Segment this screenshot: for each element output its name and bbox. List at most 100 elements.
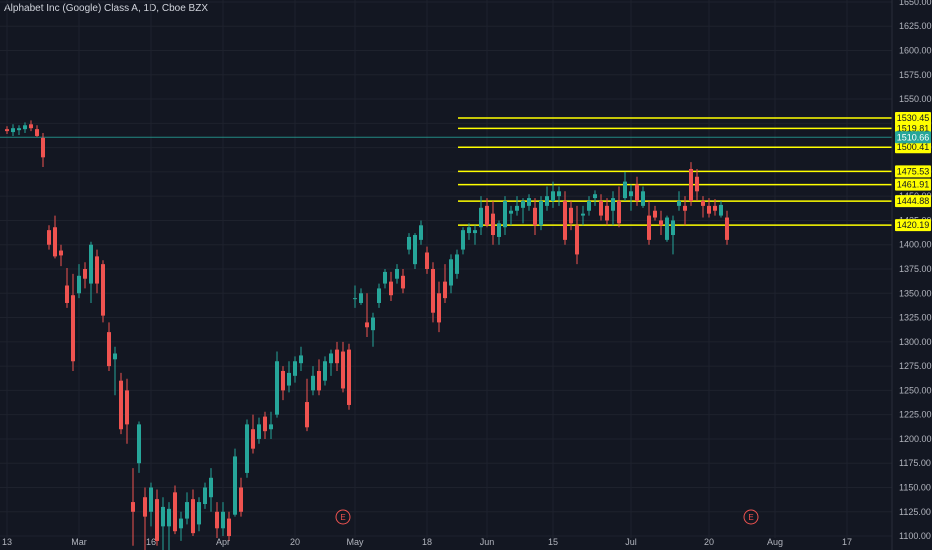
candle-down [575,205,579,265]
candle-body [29,124,33,129]
candle-down [95,249,99,294]
candle-body [215,511,219,529]
candle-up [293,356,297,383]
candle-body [563,201,567,240]
candle-body [419,225,423,240]
candle-up [275,351,279,418]
candle-down [251,414,255,454]
candle-body [641,191,645,206]
y-tick-label: 1600.00 [899,45,932,55]
candle-up [245,419,249,478]
candle-up [419,220,423,245]
candle-body [269,424,273,430]
candle-down [437,281,441,333]
y-tick-label: 1375.00 [899,264,932,274]
level-badge [895,219,931,232]
candle-body [233,456,237,515]
candle-body [713,205,717,211]
candle-up [503,196,507,236]
candle-up [161,497,165,550]
x-tick-label: 15 [548,537,558,547]
candle-body [455,254,459,274]
candle-up [113,346,117,396]
candle-body [605,205,609,221]
candle-body [311,375,315,391]
candle-body [119,380,123,430]
candle-up [377,283,381,308]
candle-body [17,128,21,131]
x-tick-label: 17 [842,537,852,547]
y-tick-label: 1400.00 [899,240,932,250]
candle-body [143,497,147,517]
candle-up [407,233,411,255]
candle-up [209,468,213,512]
candle-body [569,207,573,224]
candle-body [155,499,159,541]
candle-down [143,487,147,550]
candle-down [431,262,435,323]
last-price-label: 1510.66 [897,132,930,142]
candle-body [521,201,525,208]
candle-up [77,264,81,299]
level-label: 1500.41 [897,142,930,152]
candle-body [683,205,687,211]
candle-down [41,133,45,168]
candle-up [593,190,597,206]
candle-body [665,217,669,240]
candle-down [617,186,621,228]
candle-body [653,210,657,218]
candle-body [371,317,375,331]
level-label: 1420.19 [897,220,930,230]
candle-body [197,502,201,525]
candle-up [137,421,141,473]
x-tick-label: Apr [216,537,230,547]
candle-body [557,191,561,197]
candle-body [347,349,351,405]
candle-body [251,429,255,449]
candle-down [281,366,285,401]
chart-title: Alphabet Inc (Google) Class A, 1D, Cboe … [4,3,208,14]
candle-body [467,227,471,234]
candle-down [647,201,651,245]
candle-up [371,312,375,347]
candle-up [557,186,561,206]
candle-body [125,390,129,425]
candle-down [335,341,339,371]
y-tick-label: 1325.00 [899,313,932,323]
candle-up [311,366,315,396]
candle-body [587,201,591,211]
candle-body [5,129,9,132]
candle-down [53,215,57,259]
candle-body [623,181,627,199]
candle-up [623,171,627,202]
candle-down [635,176,639,206]
level-badge [895,141,931,154]
candle-body [449,259,453,286]
candle-down [725,210,729,245]
candle-body [65,285,69,303]
candle-up [323,356,327,386]
level-badge [895,195,931,208]
candle-up [449,254,453,294]
candle-down [599,194,603,221]
candle-body [161,506,165,527]
candle-down [491,201,495,245]
candle-body [83,269,87,279]
candle-body [617,201,621,224]
candle-down [443,264,447,303]
x-tick-label: Jul [625,537,637,547]
candle-body [533,207,537,226]
candle-down [563,191,567,245]
earnings-event-marker [335,509,351,525]
candle-body [539,201,543,226]
candle-body [329,353,333,364]
level-badge [895,112,931,125]
candle-body [41,137,45,158]
candle-down [401,269,405,294]
candle-down [65,268,69,308]
candle-body [461,230,465,250]
y-tick-label: 1125.00 [899,507,931,517]
time-axis: 13 Mar 16 Apr 20 May 18 Jun 15 Jul 20 Aug 17 [2,537,852,547]
candle-body [659,220,663,226]
